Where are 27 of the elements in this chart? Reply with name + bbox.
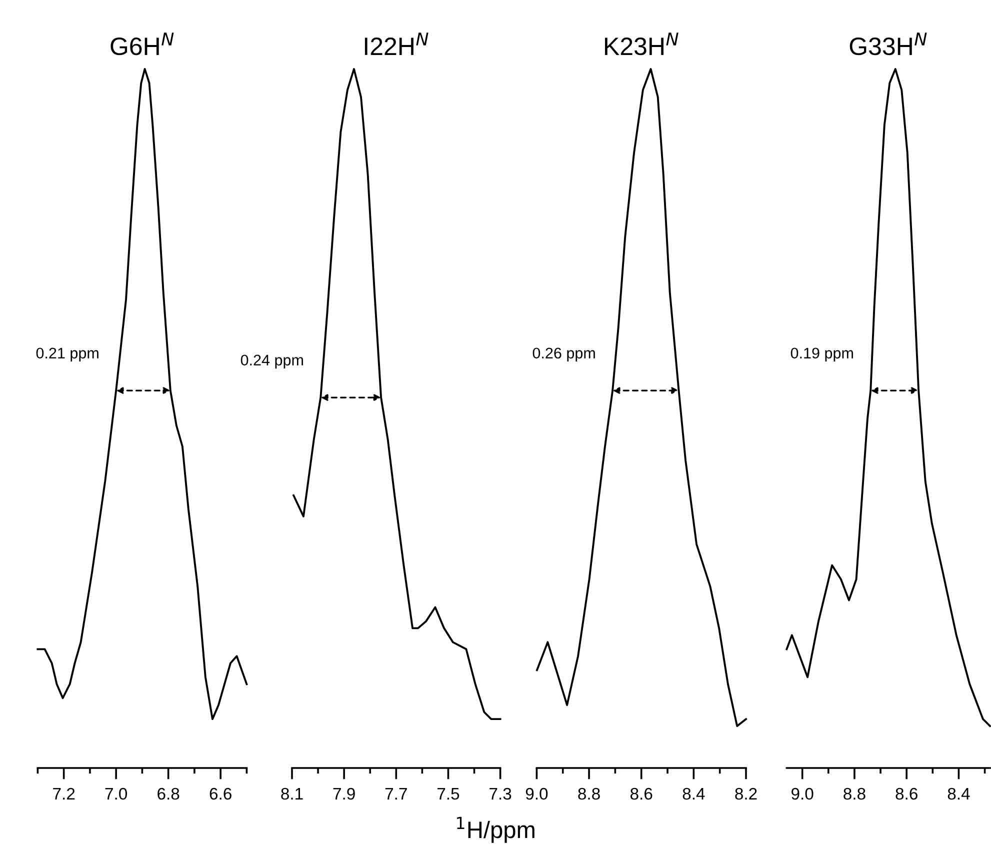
x-tick-label: 8.4	[948, 788, 970, 800]
x-tick-label: 8.4	[682, 788, 705, 800]
x-tick-label: 9.0	[792, 788, 814, 800]
annotation: 0.21 ppm	[36, 348, 98, 362]
x-tick-label: 7.2	[53, 788, 75, 800]
x-tick-label: 7.0	[105, 788, 128, 800]
x-tick-label: 7.3	[490, 788, 512, 800]
x-tick-label: 7.5	[437, 788, 460, 800]
x-tick-label: 9.0	[526, 788, 548, 800]
x-tick-label: 8.1	[281, 788, 303, 800]
x-tick-label: 7.9	[333, 788, 355, 800]
x-tick-label: 8.6	[630, 788, 652, 800]
x-tick-label: 6.8	[158, 788, 180, 800]
chart-title: G6H$^{N}$	[110, 32, 174, 56]
chart-title: I22H$^{N}$	[364, 32, 428, 55]
x-tick-label: 8.6	[896, 788, 918, 800]
x-tick-label: 8.8	[578, 788, 600, 800]
chart-title: G33H$^{N}$	[850, 32, 927, 56]
x-tick-label: 8.8	[844, 788, 866, 800]
x-tick-label: 8.2	[735, 788, 757, 800]
chart-title: K23H$^{N}$	[605, 32, 678, 56]
x-tick-label: 6.6	[210, 788, 232, 800]
annotation: 0.19 ppm	[790, 348, 853, 362]
text: $^{1}$H/ppm	[457, 816, 534, 843]
x-tick-label: 7.7	[385, 788, 407, 800]
annotation: 0.26 ppm	[532, 348, 595, 362]
annotation: 0.24 ppm	[240, 354, 303, 369]
